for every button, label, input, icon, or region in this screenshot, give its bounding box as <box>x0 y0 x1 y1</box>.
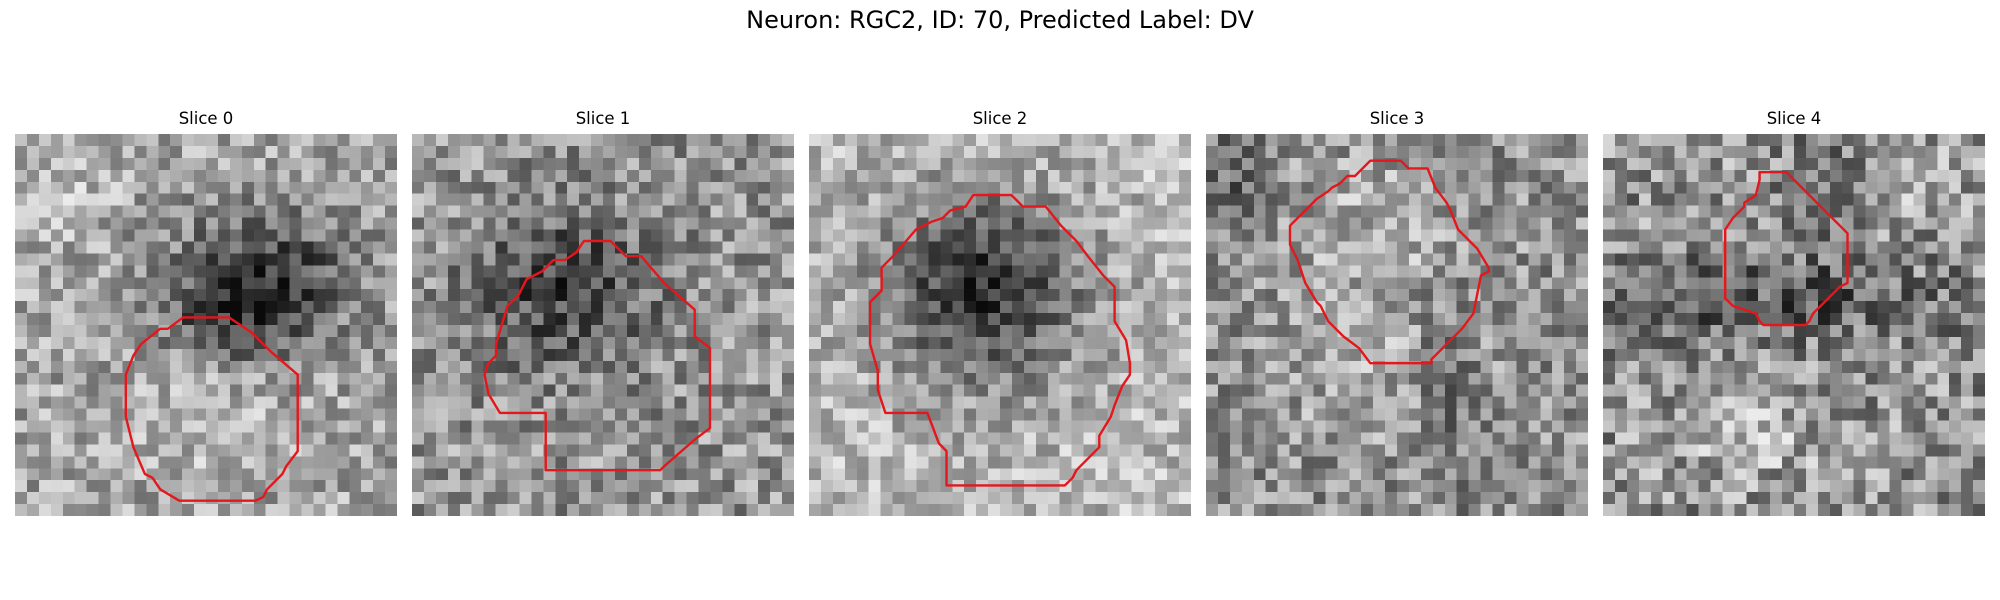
slice-image <box>412 134 794 516</box>
figure-title: Neuron: RGC2, ID: 70, Predicted Label: D… <box>746 6 1254 34</box>
grayscale-pixels <box>412 134 794 516</box>
slice-panel-2: Slice 2 <box>809 108 1191 516</box>
grayscale-pixels <box>1206 134 1588 516</box>
slice-panel-4: Slice 4 <box>1603 108 1985 516</box>
grayscale-pixels <box>809 134 1191 516</box>
slice-title: Slice 3 <box>1369 109 1425 128</box>
slice-title: Slice 2 <box>972 109 1028 128</box>
cell-contour <box>868 193 1132 487</box>
slice-panel-0: Slice 0 <box>15 108 397 516</box>
slice-title: Slice 1 <box>575 109 631 128</box>
slice-image <box>809 134 1191 516</box>
slice-title: Slice 4 <box>1766 109 1822 128</box>
cell-contour <box>483 239 712 472</box>
slice-image <box>1603 134 1985 516</box>
cell-contour <box>1723 171 1849 327</box>
cell-contour <box>1288 159 1490 365</box>
slice-image <box>15 134 397 516</box>
slice-image <box>1206 134 1588 516</box>
cell-contour <box>124 316 299 502</box>
slice-panel-3: Slice 3 <box>1206 108 1588 516</box>
slice-title: Slice 0 <box>178 109 234 128</box>
slice-panel-1: Slice 1 <box>412 108 794 516</box>
grayscale-pixels <box>1603 134 1985 516</box>
grayscale-pixels <box>15 134 397 516</box>
